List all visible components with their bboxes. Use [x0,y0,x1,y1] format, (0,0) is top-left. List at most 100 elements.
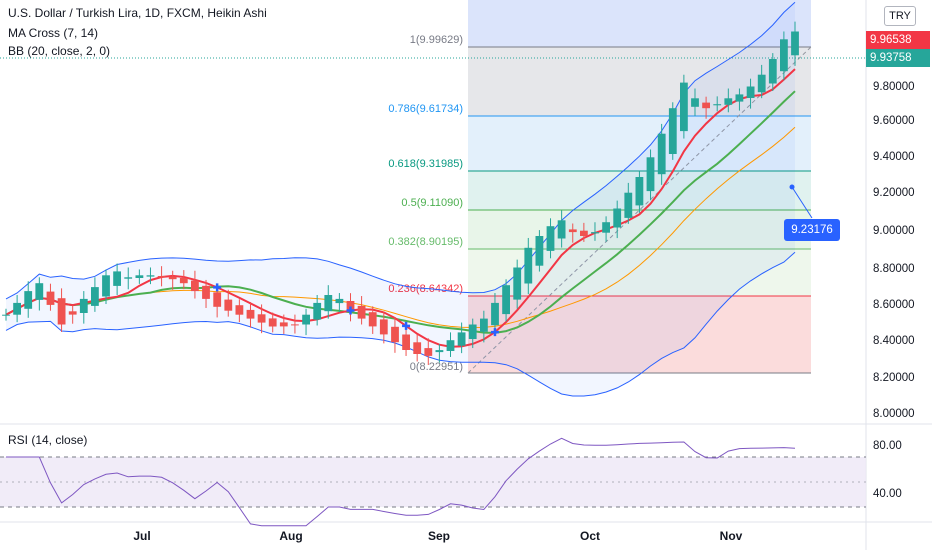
candle-body [435,350,444,353]
candle-body [613,208,622,228]
candle-body [646,157,655,192]
candle-body [780,39,788,72]
projection-point [789,184,795,190]
price-tag-last: 9.93758 [866,49,930,67]
candle-body [246,309,255,319]
rsi-tick-80: 80.00 [873,440,902,452]
candle-body [257,314,266,323]
candle-body [557,220,566,239]
price-axis: 9.80000 9.60000 9.40000 9.20000 9.00000 … [873,81,915,420]
fib-label-0: 0(8.22951) [410,361,463,373]
candle-body [535,236,544,266]
candle-body [157,276,166,278]
candle-body [580,230,588,236]
indicator-bb-label[interactable]: BB (20, close, 2, 0) [8,44,111,58]
indicator-rsi-label[interactable]: RSI (14, close) [8,433,88,447]
candle-body [680,82,688,132]
candle-body [691,98,699,107]
candle-body [424,348,433,356]
fib-zone-top [468,0,811,47]
candle-body [24,291,33,309]
projection-price-tag: 9.23176 [784,219,840,241]
candle-body [313,302,322,320]
candle-body [457,332,466,346]
fib-zone-0236-0 [468,296,811,373]
candle-body [235,305,244,315]
candle-body [713,104,722,106]
fib-zone-05-0382 [468,210,811,249]
candle-body [113,271,121,286]
ma-cross-marker [346,306,355,315]
ma-cross-marker [213,283,222,292]
candle-body [746,86,755,98]
candles [2,21,799,366]
candle-body [179,278,188,284]
time-axis: Jul Aug Sep Oct Nov [133,529,742,543]
price-tick: 8.20000 [873,372,915,384]
rsi-tick-40: 40.00 [873,488,902,500]
candle-body [346,301,355,311]
projection-marker [789,184,813,219]
price-tick: 8.80000 [873,263,915,275]
candle-body [735,94,744,102]
price-tick: 8.60000 [873,299,915,311]
candle-body [102,275,110,297]
indicator-ma-cross-label[interactable]: MA Cross (7, 14) [8,26,99,40]
ma-cross-markers [213,283,499,337]
candle-body [357,305,366,319]
candle-body [2,314,10,316]
fib-label-group: 1(9.99629) 0.786(9.61734) 0.618(9.31985)… [388,34,463,373]
fib-zone-0786-0618 [468,116,811,171]
price-tick: 9.00000 [873,225,915,237]
candle-body [124,277,133,279]
candle-body [191,280,199,292]
candle-body [302,314,310,325]
candle-body [702,102,710,109]
candle-body [379,319,388,335]
candle-body [57,298,66,325]
fib-label-0786: 0.786(9.61734) [388,103,463,115]
price-tick: 8.00000 [873,408,915,420]
candle-body [513,267,522,300]
candle-body [413,342,422,354]
moving-averages [5,68,796,348]
projection-connector [791,186,813,219]
rsi-line [6,437,796,527]
candle-body [268,318,277,327]
price-tick: 9.20000 [873,187,915,199]
time-tick-aug: Aug [279,529,302,543]
candle-body [224,299,233,311]
candle-body [402,334,410,350]
price-tick: 9.60000 [873,115,915,127]
fib-label-0382: 0.382(8.90195) [388,236,463,248]
candle-body [168,276,177,280]
candle-body [68,311,77,315]
fib-label-05: 0.5(9.11090) [401,197,463,209]
candle-body [13,302,21,315]
price-tick: 9.80000 [873,81,915,93]
currency-badge[interactable]: TRY [884,6,916,26]
candle-body [446,340,455,351]
time-tick-sep: Sep [428,529,450,543]
candle-body [79,298,88,313]
ma-cross-marker [402,321,411,330]
bb-upper-line [5,1,796,300]
candle-body [635,177,644,206]
time-tick-nov: Nov [720,529,743,543]
time-tick-jul: Jul [133,529,150,543]
candle-body [291,324,299,326]
candle-body [491,302,499,326]
candle-body [524,247,533,284]
candle-body [768,59,777,84]
candle-body [591,232,599,234]
candle-body [657,133,666,175]
candle-body [91,287,99,306]
candle-body [213,292,222,307]
ma-fast-line [5,68,796,348]
candle-body [791,31,799,56]
price-tag-high: 9.96538 [866,31,930,49]
candle-body [757,74,766,93]
ma-slow-line [5,90,796,334]
